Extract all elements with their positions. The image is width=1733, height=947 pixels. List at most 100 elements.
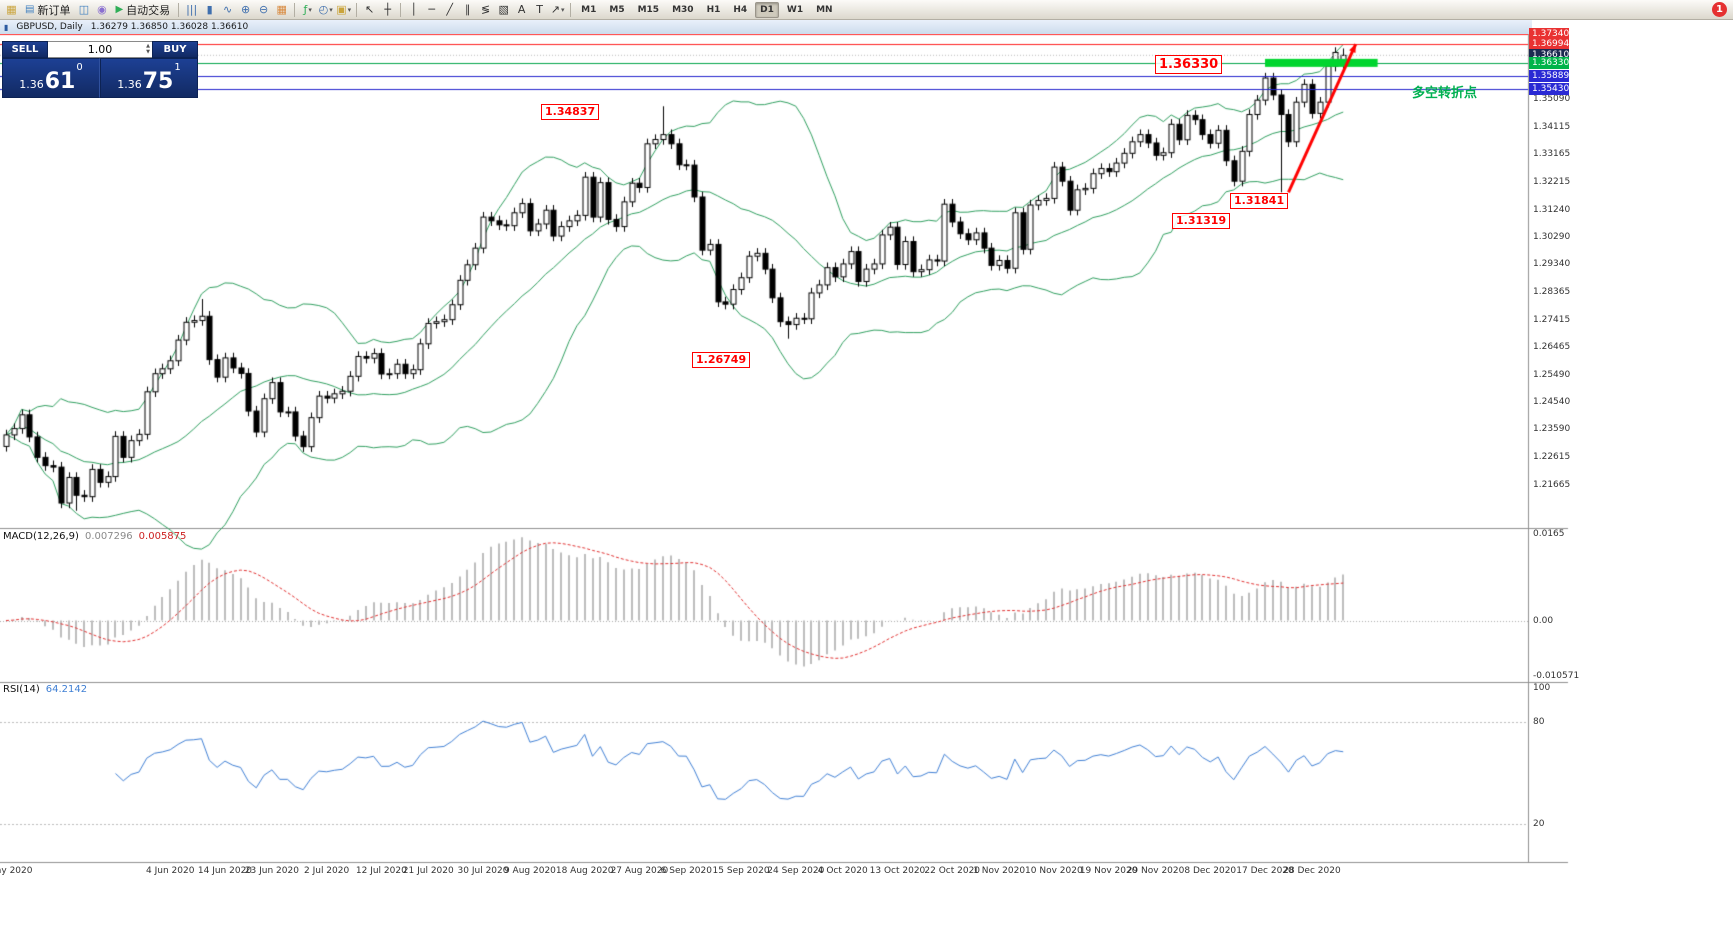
sell-price-big: 61 xyxy=(44,69,76,94)
indicators-icon: ƒ xyxy=(303,2,308,16)
candlestick-mode-icon[interactable]: ▮ xyxy=(201,2,218,18)
line-chart-mode-icon: ∿ xyxy=(223,2,233,16)
channel-icon[interactable]: ∥ xyxy=(459,2,476,18)
macd-value-signal: 0.005875 xyxy=(138,531,187,542)
shapes-icon: ▧ xyxy=(498,2,509,16)
macd-name: MACD(12,26,9) xyxy=(3,531,79,542)
timeframe-button-m1[interactable]: M1 xyxy=(581,4,597,15)
timeframe-button-h4[interactable]: H4 xyxy=(733,4,748,15)
chart-symbol-icon: ▮ xyxy=(4,22,9,32)
chart-symbol-period: GBPUSD, Daily xyxy=(16,22,83,32)
text-label-icon: T xyxy=(536,2,544,16)
macd-value-main: 0.007296 xyxy=(84,531,133,542)
dropdown-arrow-icon: ▾ xyxy=(308,5,312,14)
zoom-in-icon: ⊕ xyxy=(241,2,251,16)
one-click-trading-panel: SELL 1.00 ▲ ▼ BUY 1.36 61 0 1.36 75 1 xyxy=(2,41,198,98)
toolbar-separator xyxy=(400,2,402,17)
periods-icon: ◴ xyxy=(318,2,329,16)
shapes-icon[interactable]: ▧ xyxy=(495,2,512,18)
candlestick-mode-icon: ▮ xyxy=(206,2,213,16)
chart-window-icon[interactable]: ◫ xyxy=(75,2,92,18)
tile-windows-icon: ▦ xyxy=(276,2,287,16)
buy-price-sup: 1 xyxy=(174,62,181,73)
arrows-icon: ↗ xyxy=(550,2,560,16)
rsi-value: 64.2142 xyxy=(45,684,88,695)
trendline-icon: ╱ xyxy=(446,2,453,16)
volume-value: 1.00 xyxy=(87,43,113,56)
cursor-icon[interactable]: ↖ xyxy=(361,2,378,18)
buy-price-main: 1.36 xyxy=(117,78,142,91)
dropdown-arrow-icon: ▾ xyxy=(561,5,565,14)
periods-icon[interactable]: ◴ ▾ xyxy=(317,2,334,18)
notification-badge[interactable]: 1 xyxy=(1712,2,1727,17)
timeframe-button-m5[interactable]: M5 xyxy=(609,4,625,15)
bar-chart-mode-icon: ||| xyxy=(186,2,198,16)
zoom-out-icon[interactable]: ⊖ xyxy=(255,2,272,18)
new-order-button[interactable]: ▤ 新订单 xyxy=(21,2,74,18)
rsi-name: RSI(14) xyxy=(3,684,40,695)
templates-icon: ▣ xyxy=(336,2,347,16)
crosshair-icon[interactable]: ┼ xyxy=(379,2,396,18)
rsi-indicator-label: RSI(14) 64.2142 xyxy=(3,684,87,695)
volume-input[interactable]: 1.00 ▲ ▼ xyxy=(48,41,152,58)
chart-title-bar: ▮ GBPUSD, Daily 1.36279 1.36850 1.36028 … xyxy=(0,20,1532,34)
chart-window-icon: ◫ xyxy=(78,2,90,16)
text-icon[interactable]: A xyxy=(513,2,530,18)
cursor-icon: ↖ xyxy=(365,2,375,16)
tile-windows-icon[interactable]: ▦ xyxy=(273,2,290,18)
buy-button[interactable]: BUY xyxy=(152,41,198,58)
buy-price-button[interactable]: 1.36 75 1 xyxy=(100,58,198,98)
macd-indicator-label: MACD(12,26,9) 0.007296 0.005875 xyxy=(3,531,186,542)
price-chart-canvas[interactable] xyxy=(0,20,1733,947)
new-order-button-label: 新订单 xyxy=(37,3,71,17)
timeframe-button-h1[interactable]: H1 xyxy=(706,4,721,15)
toolbar: ▦ ▤ 新订单 ◫ ◉ ▶ 自动交易 ||| ▮ ∿ ⊕ ⊖ ▦ ƒ ▾ ◴ ▾ ▣ ▾ ↖ ┼ │ ─ ╱ ∥ ≶ ▧ A T ↗ ▾ M1… xyxy=(0,0,1733,20)
toolbar-separator xyxy=(178,2,180,17)
horizontal-line-icon: ─ xyxy=(428,2,435,16)
autotrading-button[interactable]: ▶ 自动交易 xyxy=(111,2,174,18)
new-order-icon: ▤ xyxy=(25,4,35,15)
spinner-up-icon[interactable]: ▲ xyxy=(146,43,150,49)
timeframe-button-m30[interactable]: M30 xyxy=(672,4,694,15)
alerts-icon[interactable]: ◉ xyxy=(93,2,110,18)
sell-price-button[interactable]: 1.36 61 0 xyxy=(2,58,100,98)
sell-price-main: 1.36 xyxy=(19,78,44,91)
alerts-icon: ◉ xyxy=(97,2,107,16)
text-label-icon[interactable]: T xyxy=(531,2,548,18)
autotrading-button-label: 自动交易 xyxy=(126,3,171,17)
charts-icon: ▦ xyxy=(6,2,17,16)
sell-button[interactable]: SELL xyxy=(2,41,48,58)
toolbar-separator xyxy=(570,2,572,17)
templates-icon[interactable]: ▣ ▾ xyxy=(335,2,352,18)
timeframe-button-w1[interactable]: W1 xyxy=(786,4,804,15)
trendline-icon[interactable]: ╱ xyxy=(441,2,458,18)
sell-price-sup: 0 xyxy=(76,62,83,73)
arrows-icon[interactable]: ↗ ▾ xyxy=(549,2,566,18)
chart-area: ▮ GBPUSD, Daily 1.36279 1.36850 1.36028 … xyxy=(0,20,1733,947)
text-icon: A xyxy=(517,2,526,16)
indicators-icon[interactable]: ƒ ▾ xyxy=(299,2,316,18)
autotrading-icon: ▶ xyxy=(115,4,124,15)
dropdown-arrow-icon: ▾ xyxy=(347,5,352,14)
bar-chart-mode-icon[interactable]: ||| xyxy=(183,2,200,18)
line-chart-mode-icon[interactable]: ∿ xyxy=(219,2,236,18)
toolbar-separator xyxy=(294,2,296,17)
zoom-out-icon: ⊖ xyxy=(259,2,269,16)
timeframe-button-mn[interactable]: MN xyxy=(816,4,833,15)
horizontal-line-icon[interactable]: ─ xyxy=(423,2,440,18)
charts-icon[interactable]: ▦ xyxy=(3,2,20,18)
zoom-in-icon[interactable]: ⊕ xyxy=(237,2,254,18)
vertical-line-icon: │ xyxy=(410,2,417,16)
toolbar-separator xyxy=(356,2,358,17)
fibonacci-icon[interactable]: ≶ xyxy=(477,2,494,18)
buy-price-big: 75 xyxy=(142,69,174,94)
crosshair-icon: ┼ xyxy=(384,2,391,16)
fibonacci-icon: ≶ xyxy=(481,2,491,16)
vertical-line-icon[interactable]: │ xyxy=(405,2,422,18)
volume-spinner[interactable]: ▲ ▼ xyxy=(146,43,150,55)
timeframe-button-m15[interactable]: M15 xyxy=(637,4,660,15)
timeframe-button-d1[interactable]: D1 xyxy=(755,1,779,18)
spinner-down-icon[interactable]: ▼ xyxy=(146,49,150,55)
chart-ohlc-values: 1.36279 1.36850 1.36028 1.36610 xyxy=(90,22,249,32)
dropdown-arrow-icon: ▾ xyxy=(329,5,333,14)
